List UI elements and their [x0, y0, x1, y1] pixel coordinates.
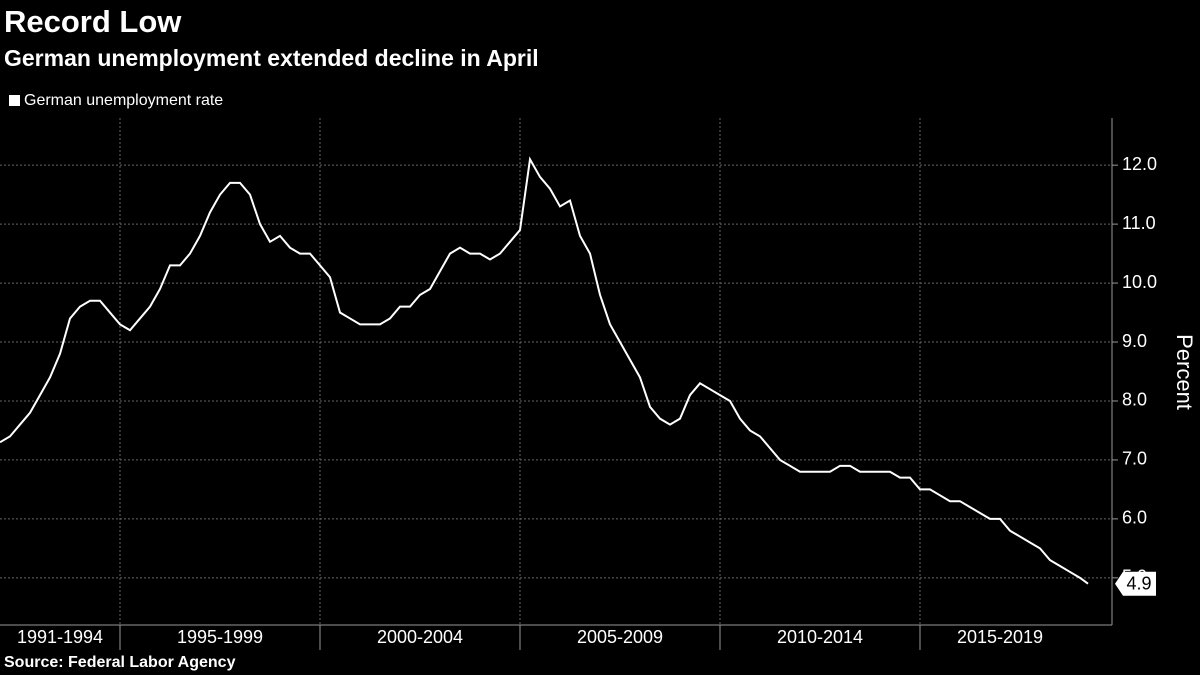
x-tick-label: 1995-1999 [177, 627, 263, 647]
y-tick-label: 6.0 [1122, 508, 1147, 528]
x-tick-label: 1991-1994 [17, 627, 103, 647]
line [0, 156, 1089, 585]
y-tick-label: 7.0 [1122, 449, 1147, 469]
legend-label: German unemployment rate [24, 92, 223, 109]
x-tick-label: 2010-2014 [777, 627, 863, 647]
value-label-box [1115, 571, 1156, 596]
chart-subtitle: German unemployment extended decline in … [4, 45, 539, 71]
value-label: 4.9 [1126, 573, 1151, 593]
legend-swatch [9, 95, 20, 106]
y-tick-label: 10.0 [1122, 272, 1157, 292]
x-tick-label: 2005-2009 [577, 627, 663, 647]
y-tick-label: 12.0 [1122, 154, 1157, 174]
y-tick-label: 11.0 [1122, 213, 1156, 233]
y-tick-label: 8.0 [1122, 390, 1147, 410]
chart-title: Record Low [4, 4, 182, 39]
x-tick-label: 2015-2019 [957, 627, 1043, 647]
source: Source: Federal Labor Agency [4, 654, 236, 671]
y-tick-label: 9.0 [1122, 331, 1147, 351]
x-tick-label: 2000-2004 [377, 627, 463, 647]
y-axis-label: Percent [1172, 334, 1197, 410]
